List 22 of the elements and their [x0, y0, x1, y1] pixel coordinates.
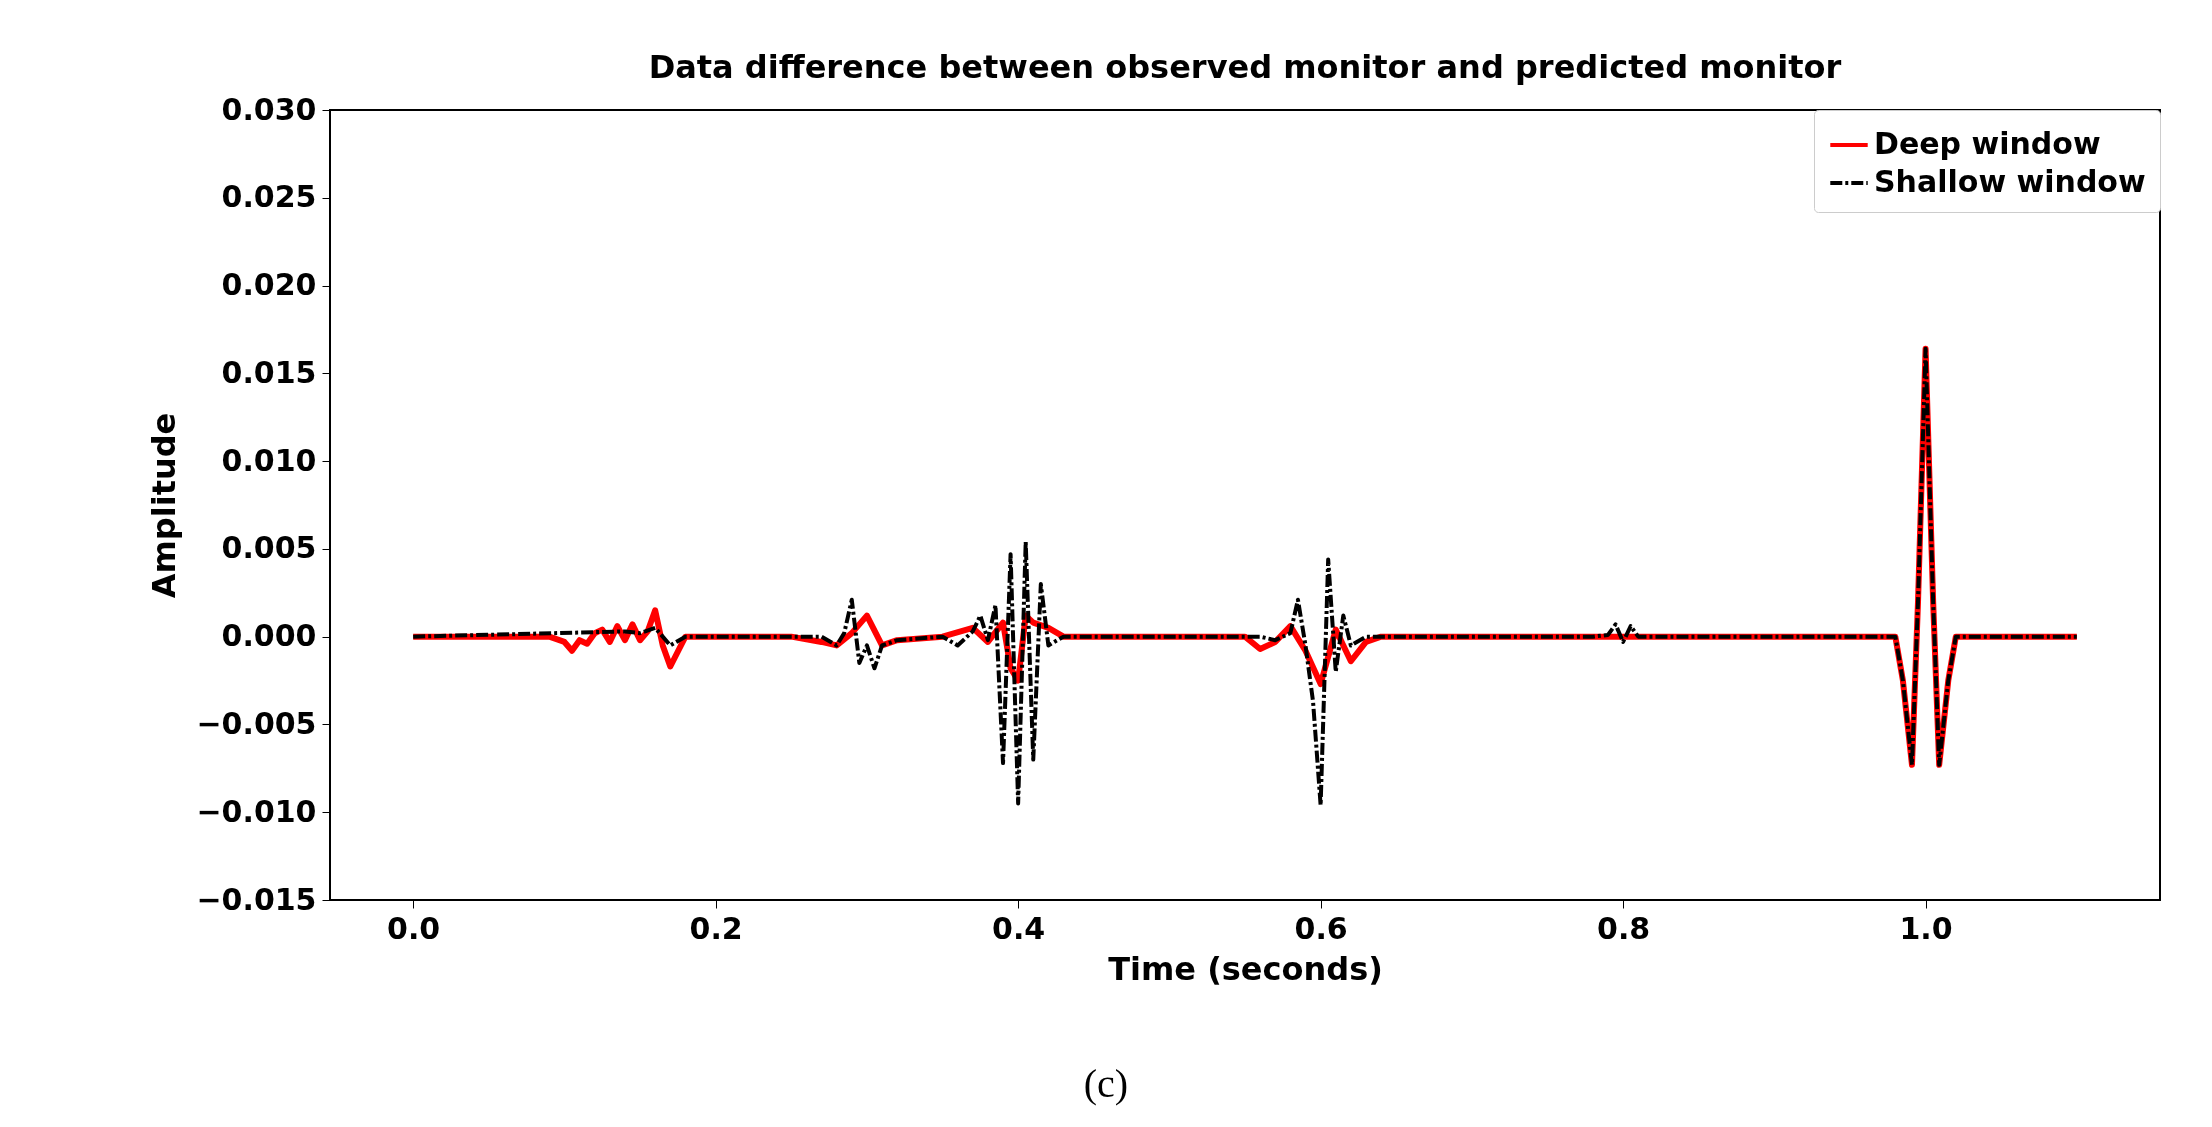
x-axis-title: Time (seconds)	[1108, 949, 1383, 988]
y-tick-label: 0.015	[221, 354, 317, 390]
y-tick-label: 0.025	[221, 179, 317, 215]
x-tick-label: 0.2	[689, 910, 743, 946]
legend-label: Shallow window	[1874, 164, 2146, 199]
y-axis-title: Amplitude	[145, 412, 184, 599]
x-tick-label: 0.8	[1597, 910, 1651, 946]
x-tick-label: 0.4	[992, 910, 1046, 946]
text: (c)	[1082, 1060, 1130, 1107]
legend-label: Deep window	[1874, 126, 2101, 161]
y-tick-label: 0.010	[221, 442, 317, 478]
x-tick-label: 0.6	[1294, 910, 1348, 946]
x-tick-label: 1.0	[1899, 910, 1953, 946]
y-tick-label: 0.030	[221, 91, 317, 127]
y-tick-label: 0.005	[221, 530, 317, 566]
y-tick-label: −0.015	[196, 881, 317, 917]
chart-title: Data difference between observed monitor and predicted monitor	[648, 48, 1842, 86]
y-tick-label: −0.005	[196, 705, 317, 741]
y-tick-label: −0.010	[196, 793, 317, 829]
y-tick-label: 0.020	[221, 267, 317, 303]
y-tick-label: 0.000	[221, 618, 317, 654]
x-tick-label: 0.0	[387, 910, 441, 946]
